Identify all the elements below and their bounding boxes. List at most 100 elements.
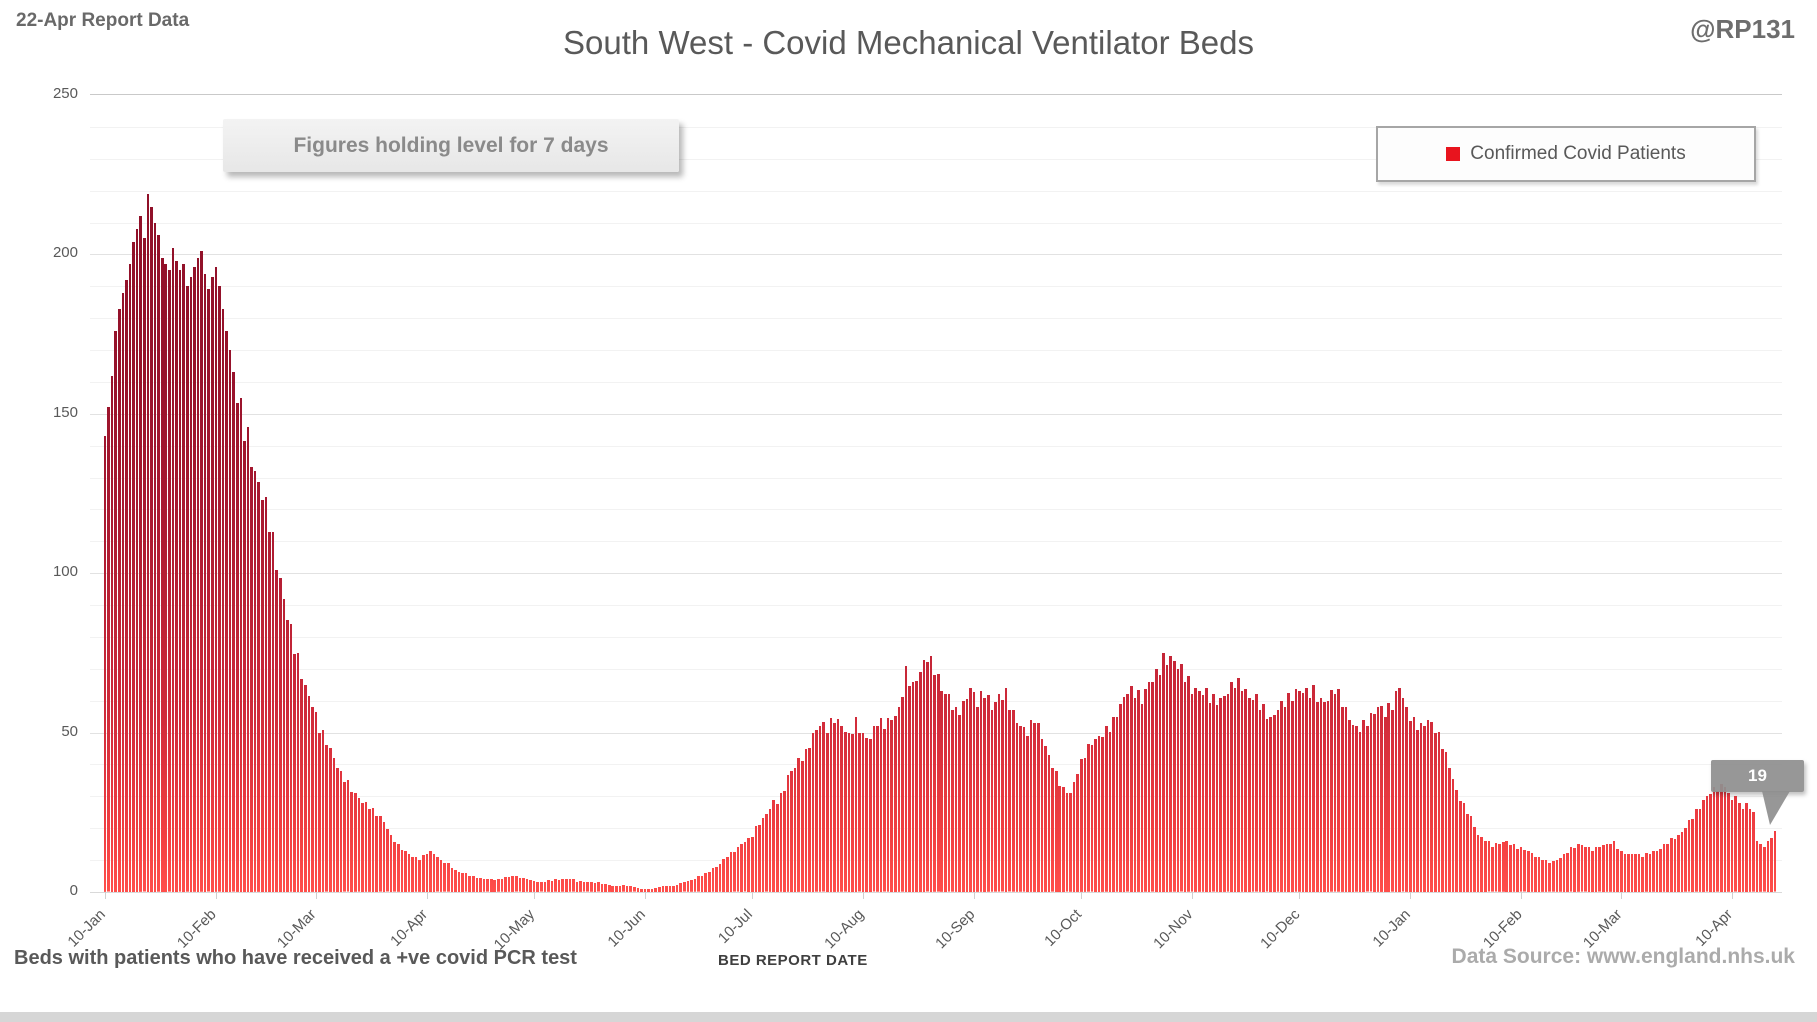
- bar: [107, 407, 110, 892]
- bar: [965, 698, 969, 892]
- bar: [1197, 691, 1201, 892]
- bar: [1194, 688, 1197, 892]
- bar: [1251, 700, 1255, 892]
- bar: [1509, 844, 1512, 892]
- bar: [1537, 856, 1541, 892]
- bar: [750, 837, 754, 892]
- bar: [450, 867, 454, 892]
- bar: [1255, 694, 1258, 892]
- bar: [865, 737, 868, 892]
- gridline: [90, 796, 1782, 798]
- bar: [840, 726, 843, 892]
- bar: [947, 694, 951, 892]
- bar: [454, 869, 457, 892]
- bar: [1026, 735, 1029, 892]
- bar: [1555, 860, 1559, 892]
- x-tick: [1732, 892, 1734, 899]
- x-tick: [973, 892, 975, 899]
- bar: [897, 707, 901, 892]
- x-tick-label: 10-Apr: [386, 906, 431, 950]
- bar: [289, 624, 293, 892]
- bar: [1162, 652, 1165, 892]
- bar: [1448, 767, 1451, 892]
- bar: [1634, 853, 1637, 892]
- bar: [1108, 731, 1112, 892]
- bar: [200, 251, 203, 892]
- bar: [736, 847, 740, 892]
- bar: [1391, 710, 1394, 892]
- bar: [110, 375, 114, 892]
- bar: [690, 880, 693, 892]
- bar: [1176, 668, 1180, 892]
- bar: [461, 872, 464, 892]
- bar: [336, 767, 339, 892]
- bar: [879, 717, 883, 892]
- bar: [1172, 661, 1176, 892]
- bar: [1727, 793, 1730, 892]
- bar: [1140, 703, 1144, 892]
- bar: [1408, 720, 1412, 892]
- bar: [1655, 850, 1659, 892]
- x-tick: [1410, 892, 1412, 899]
- bar: [1462, 802, 1466, 892]
- bar: [718, 864, 722, 892]
- bar: [1040, 738, 1044, 892]
- bar: [1695, 809, 1698, 892]
- bar: [1748, 809, 1752, 892]
- chart-title: South West - Covid Mechanical Ventilator…: [563, 24, 1254, 61]
- bar: [994, 702, 997, 892]
- bar: [446, 863, 450, 892]
- bar: [1523, 850, 1526, 892]
- gridline: [90, 286, 1782, 288]
- bar: [1351, 724, 1355, 892]
- bar: [1594, 846, 1598, 892]
- bar: [429, 850, 432, 892]
- footnote: Beds with patients who have received a +…: [14, 947, 577, 969]
- x-tick-label: 10-Aug: [820, 906, 868, 953]
- bar: [622, 885, 625, 892]
- bar: [1290, 700, 1294, 892]
- bar: [1734, 796, 1737, 892]
- bar: [1702, 800, 1705, 892]
- bar: [804, 748, 808, 892]
- bar: [611, 885, 615, 892]
- bar: [1065, 793, 1069, 892]
- bar: [1627, 853, 1630, 892]
- bar: [790, 770, 793, 892]
- bar: [868, 738, 872, 892]
- report-date-label: 22-Apr Report Data: [16, 10, 190, 31]
- plot-area: [90, 94, 1782, 899]
- bar: [1258, 710, 1262, 892]
- bar: [389, 834, 393, 892]
- bar: [954, 707, 958, 892]
- bar: [1752, 812, 1755, 892]
- bar: [307, 695, 311, 892]
- bar: [786, 775, 790, 892]
- x-tick-label: 10-Feb: [1479, 906, 1526, 952]
- bar: [704, 872, 708, 892]
- bar: [1212, 694, 1215, 892]
- bar: [1559, 858, 1562, 892]
- bar: [114, 330, 118, 892]
- bar: [1226, 694, 1230, 892]
- bar: [1369, 713, 1373, 892]
- bar: [740, 844, 743, 892]
- bar: [178, 270, 182, 892]
- bar: [103, 436, 107, 892]
- bar: [1287, 692, 1290, 892]
- bar: [1097, 735, 1101, 892]
- bar: [511, 876, 514, 892]
- legend: Confirmed Covid Patients: [1376, 126, 1756, 182]
- bar: [636, 887, 640, 892]
- bar: [557, 879, 561, 892]
- bar: [268, 531, 271, 892]
- bar: [1087, 744, 1090, 892]
- bar: [361, 802, 364, 892]
- bar: [1119, 703, 1122, 892]
- bar: [1276, 710, 1280, 892]
- bar: [915, 680, 919, 892]
- bar: [1669, 837, 1673, 892]
- bar: [532, 881, 536, 892]
- bar: [314, 711, 318, 892]
